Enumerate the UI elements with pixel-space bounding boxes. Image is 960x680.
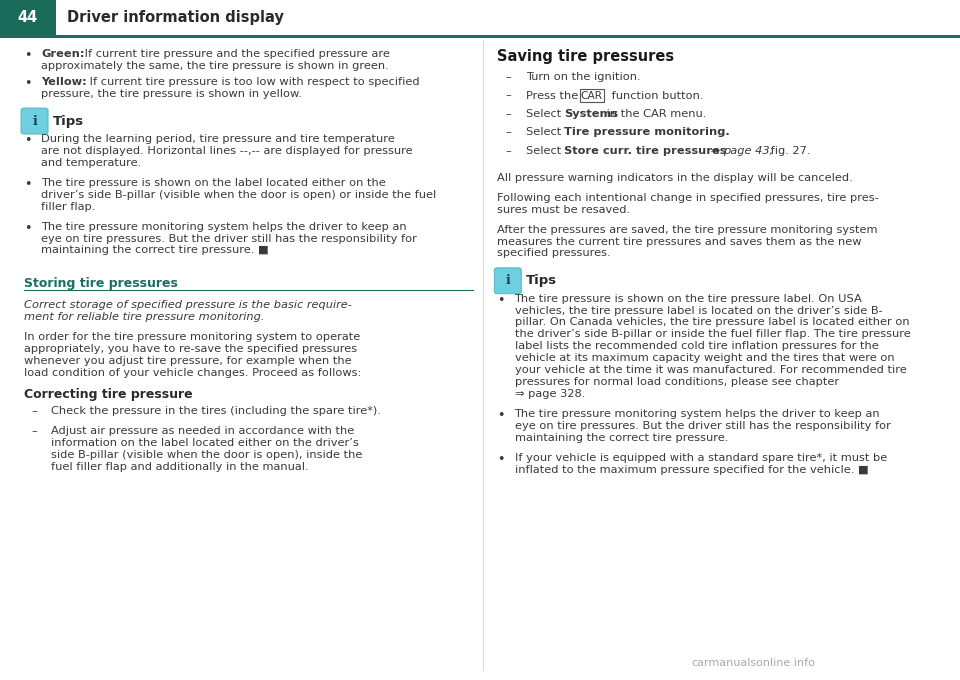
Text: –: – (505, 90, 511, 101)
Text: –: – (32, 426, 37, 436)
Text: After the pressures are saved, the tire pressure monitoring system: After the pressures are saved, the tire … (497, 224, 877, 235)
Text: •: • (24, 77, 32, 90)
Text: Driver information display: Driver information display (67, 10, 284, 25)
FancyBboxPatch shape (494, 268, 521, 294)
Text: and temperature.: and temperature. (41, 158, 141, 168)
Text: page 43,: page 43, (723, 146, 774, 156)
Text: the driver’s side B-pillar or inside the fuel filler flap. The tire pressure: the driver’s side B-pillar or inside the… (515, 329, 910, 339)
Text: in the CAR menu.: in the CAR menu. (603, 109, 706, 119)
Text: whenever you adjust tire pressure, for example when the: whenever you adjust tire pressure, for e… (24, 356, 351, 367)
Text: Tire pressure monitoring.: Tire pressure monitoring. (564, 127, 731, 137)
Bar (0, 0, 56, 35)
Text: Green:: Green: (41, 49, 84, 59)
Text: If your vehicle is equipped with a standard spare tire*, it must be: If your vehicle is equipped with a stand… (515, 453, 887, 463)
Text: ⇒ page 328.: ⇒ page 328. (515, 389, 585, 399)
Text: Correct storage of specified pressure is the basic require-: Correct storage of specified pressure is… (24, 301, 352, 311)
Text: 44: 44 (17, 10, 38, 25)
Text: ⇒: ⇒ (707, 146, 724, 156)
Text: specified pressures.: specified pressures. (497, 248, 611, 258)
Text: information on the label located either on the driver’s: information on the label located either … (51, 438, 359, 448)
Text: Storing tire pressures: Storing tire pressures (24, 277, 178, 290)
Text: –: – (505, 109, 511, 119)
Text: maintaining the correct tire pressure. ■: maintaining the correct tire pressure. ■ (41, 245, 269, 256)
Text: •: • (24, 49, 32, 62)
Text: Tips: Tips (53, 114, 84, 128)
Text: pillar. On Canada vehicles, the tire pressure label is located either on: pillar. On Canada vehicles, the tire pre… (515, 318, 909, 328)
Text: –: – (505, 127, 511, 137)
Text: appropriately, you have to re-save the specified pressures: appropriately, you have to re-save the s… (24, 344, 357, 354)
Text: vehicles, the tire pressure label is located on the driver’s side B-: vehicles, the tire pressure label is loc… (515, 305, 882, 316)
Text: Systems: Systems (564, 109, 618, 119)
Text: Adjust air pressure as needed in accordance with the: Adjust air pressure as needed in accorda… (51, 426, 354, 436)
Text: •: • (497, 453, 505, 466)
Text: approximately the same, the tire pressure is shown in green.: approximately the same, the tire pressur… (41, 61, 389, 71)
Text: filler flap.: filler flap. (41, 201, 96, 211)
Text: label lists the recommended cold tire inflation pressures for the: label lists the recommended cold tire in… (515, 341, 878, 352)
Text: inflated to the maximum pressure specified for the vehicle. ■: inflated to the maximum pressure specifi… (515, 464, 868, 475)
Text: pressure, the tire pressure is shown in yellow.: pressure, the tire pressure is shown in … (41, 89, 302, 99)
Text: carmanualsonline.info: carmanualsonline.info (691, 658, 815, 668)
Text: Store curr. tire pressures: Store curr. tire pressures (564, 146, 727, 156)
Text: –: – (505, 146, 511, 156)
Text: Turn on the ignition.: Turn on the ignition. (526, 72, 640, 82)
Text: i: i (33, 114, 36, 128)
Text: –: – (505, 72, 511, 82)
Text: Select: Select (526, 127, 564, 137)
Text: Press the: Press the (526, 90, 582, 101)
Text: measures the current tire pressures and saves them as the new: measures the current tire pressures and … (497, 237, 862, 247)
Text: •: • (497, 294, 505, 307)
Bar (0, 35, 56, 38)
Text: vehicle at its maximum capacity weight and the tires that were on: vehicle at its maximum capacity weight a… (515, 353, 894, 363)
Text: –: – (32, 406, 37, 416)
Text: Tips: Tips (526, 274, 557, 287)
Text: •: • (24, 134, 32, 147)
Text: side B-pillar (visible when the door is open), inside the: side B-pillar (visible when the door is … (51, 450, 362, 460)
Text: eye on tire pressures. But the driver still has the responsibility for: eye on tire pressures. But the driver st… (515, 421, 891, 431)
Text: load condition of your vehicle changes. Proceed as follows:: load condition of your vehicle changes. … (24, 368, 361, 378)
Text: The tire pressure monitoring system helps the driver to keep an: The tire pressure monitoring system help… (515, 409, 880, 419)
Bar (56, 35, 960, 38)
Text: Select: Select (526, 146, 564, 156)
Text: •: • (24, 222, 32, 235)
Text: maintaining the correct tire pressure.: maintaining the correct tire pressure. (515, 432, 728, 443)
Text: In order for the tire pressure monitoring system to operate: In order for the tire pressure monitorin… (24, 333, 360, 343)
Text: Correcting tire pressure: Correcting tire pressure (24, 388, 193, 401)
Text: During the learning period, tire pressure and tire temperature: During the learning period, tire pressur… (41, 134, 395, 144)
Text: Select: Select (526, 109, 564, 119)
Text: CAR: CAR (581, 90, 603, 101)
Text: Following each intentional change in specified pressures, tire pres-: Following each intentional change in spe… (497, 192, 879, 203)
Text: The tire pressure is shown on the label located either on the: The tire pressure is shown on the label … (41, 177, 386, 188)
Text: sures must be resaved.: sures must be resaved. (497, 205, 631, 215)
FancyBboxPatch shape (21, 108, 48, 134)
Text: The tire pressure monitoring system helps the driver to keep an: The tire pressure monitoring system help… (41, 222, 407, 232)
Text: pressures for normal load conditions, please see chapter: pressures for normal load conditions, pl… (515, 377, 839, 387)
Text: ment for reliable tire pressure monitoring.: ment for reliable tire pressure monitori… (24, 312, 265, 322)
Text: If current tire pressure and the specified pressure are: If current tire pressure and the specifi… (81, 49, 390, 59)
Text: •: • (497, 409, 505, 422)
Text: fig. 27.: fig. 27. (767, 146, 810, 156)
Text: are not displayed. Horizontal lines --,-- are displayed for pressure: are not displayed. Horizontal lines --,-… (41, 146, 413, 156)
Text: Yellow:: Yellow: (41, 77, 87, 87)
Text: eye on tire pressures. But the driver still has the responsibility for: eye on tire pressures. But the driver st… (41, 233, 418, 243)
Text: •: • (24, 177, 32, 191)
Text: The tire pressure is shown on the tire pressure label. On USA: The tire pressure is shown on the tire p… (515, 294, 862, 304)
Text: driver’s side B-pillar (visible when the door is open) or inside the fuel: driver’s side B-pillar (visible when the… (41, 190, 437, 200)
Text: Saving tire pressures: Saving tire pressures (497, 49, 675, 64)
Text: fuel filler flap and additionally in the manual.: fuel filler flap and additionally in the… (51, 462, 308, 472)
Text: All pressure warning indicators in the display will be canceled.: All pressure warning indicators in the d… (497, 173, 853, 183)
Text: function button.: function button. (609, 90, 704, 101)
Text: If current tire pressure is too low with respect to specified: If current tire pressure is too low with… (86, 77, 420, 87)
Text: your vehicle at the time it was manufactured. For recommended tire: your vehicle at the time it was manufact… (515, 365, 906, 375)
Text: Check the pressure in the tires (including the spare tire*).: Check the pressure in the tires (includi… (51, 406, 381, 416)
Text: i: i (506, 274, 510, 287)
